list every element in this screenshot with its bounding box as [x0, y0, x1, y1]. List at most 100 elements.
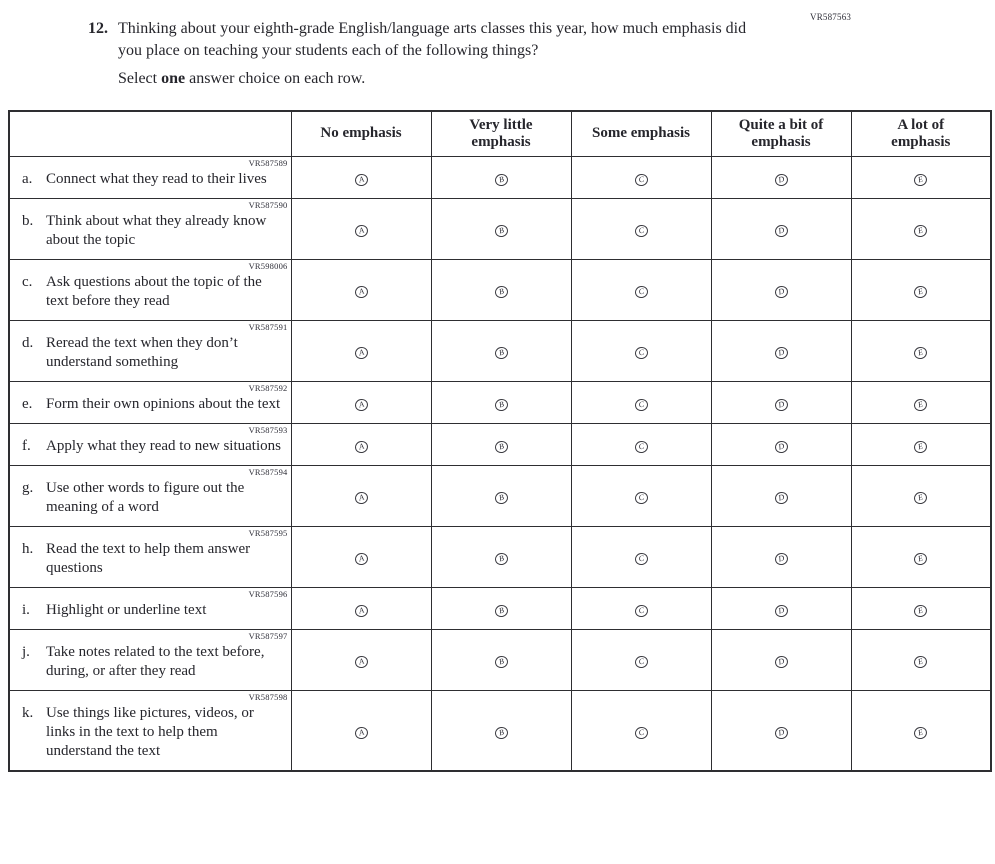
item-stem: h. Read the text to help them answer ques…: [20, 540, 289, 578]
table-row: VR587595 h. Read the text to help them ans…: [8, 526, 992, 588]
answer-bubble-C[interactable]: C: [633, 725, 649, 740]
option-cell: D: [710, 423, 852, 466]
item-text: Think about what they already know about…: [46, 213, 267, 248]
option-cell: D: [710, 320, 852, 382]
answer-bubble-B[interactable]: B: [493, 223, 509, 239]
item-text: Ask questions about the topic of the tex…: [46, 274, 262, 309]
answer-bubble-D[interactable]: D: [773, 603, 789, 618]
option-cell: D: [710, 690, 852, 772]
answer-bubble-B[interactable]: B: [493, 439, 509, 454]
variable-code: VR587594: [248, 467, 288, 477]
option-cell: B: [430, 198, 572, 260]
answer-bubble-D[interactable]: D: [773, 172, 789, 187]
answer-bubble-A[interactable]: A: [353, 397, 369, 412]
answer-bubble-B[interactable]: B: [493, 284, 509, 300]
answer-bubble-A[interactable]: A: [353, 551, 369, 567]
answer-bubble-E[interactable]: E: [912, 490, 929, 506]
table-row: VR587590 b. Think about what they already …: [8, 198, 992, 260]
item-stem: c. Ask questions about the topic of the t…: [20, 273, 289, 311]
item-stem: f. Apply what they read to new situations: [20, 437, 289, 456]
answer-bubble-A[interactable]: A: [353, 223, 369, 239]
item-letter: d.: [22, 335, 34, 351]
item-letter: h.: [22, 541, 34, 557]
answer-bubble-D[interactable]: D: [773, 223, 789, 239]
emphasis-matrix-table: No emphasis Very little emphasis Some emph…: [8, 110, 992, 772]
answer-bubble-C[interactable]: C: [633, 284, 649, 300]
answer-bubble-D[interactable]: D: [773, 439, 789, 454]
answer-bubble-C[interactable]: C: [633, 223, 649, 239]
answer-bubble-B[interactable]: B: [493, 345, 509, 361]
answer-bubble-B[interactable]: B: [493, 725, 509, 740]
option-cell: A: [290, 156, 432, 199]
item-stem: e. Form their own opinions about the text: [20, 395, 289, 414]
answer-bubble-D[interactable]: D: [773, 345, 789, 361]
answer-bubble-C[interactable]: C: [633, 439, 649, 454]
item-cell: VR587589 a. Connect what they read to thei…: [8, 156, 292, 199]
answer-bubble-A[interactable]: A: [353, 284, 369, 300]
answer-bubble-A[interactable]: A: [353, 172, 369, 187]
answer-bubble-D[interactable]: D: [773, 725, 789, 740]
item-cell: VR598006 c. Ask questions about the topic …: [8, 259, 292, 321]
answer-bubble-C[interactable]: C: [633, 654, 649, 670]
answer-bubble-B[interactable]: B: [493, 490, 509, 506]
option-cell: A: [290, 423, 432, 466]
option-cell: E: [850, 690, 992, 772]
answer-bubble-C[interactable]: C: [633, 603, 649, 618]
answer-bubble-E[interactable]: E: [912, 439, 929, 454]
option-cell: E: [850, 320, 992, 382]
answer-bubble-A[interactable]: A: [353, 603, 369, 618]
answer-bubble-E[interactable]: E: [912, 551, 929, 567]
option-cell: A: [290, 381, 432, 424]
column-header: Some emphasis: [570, 110, 712, 157]
item-text: Connect what they read to their lives: [46, 171, 267, 187]
answer-bubble-C[interactable]: C: [633, 345, 649, 361]
answer-bubble-D[interactable]: D: [773, 490, 789, 506]
answer-bubble-C[interactable]: C: [633, 490, 649, 506]
answer-bubble-E[interactable]: E: [912, 725, 929, 740]
answer-bubble-B[interactable]: B: [493, 551, 509, 567]
answer-bubble-C[interactable]: C: [633, 551, 649, 567]
answer-bubble-C[interactable]: C: [633, 397, 649, 412]
answer-bubble-A[interactable]: A: [353, 725, 369, 740]
item-cell: VR587592 e. Form their own opinions about …: [8, 381, 292, 424]
option-cell: D: [710, 526, 852, 588]
item-letter: g.: [22, 480, 34, 496]
answer-bubble-B[interactable]: B: [493, 603, 509, 618]
answer-bubble-D[interactable]: D: [773, 284, 789, 300]
answer-bubble-A[interactable]: A: [353, 490, 369, 506]
answer-bubble-A[interactable]: A: [353, 345, 369, 361]
item-stem: d. Reread the text when they don’t unders…: [20, 334, 289, 372]
option-cell: E: [850, 198, 992, 260]
answer-bubble-C[interactable]: C: [633, 172, 649, 187]
answer-bubble-D[interactable]: D: [773, 397, 789, 412]
answer-bubble-A[interactable]: A: [353, 654, 369, 670]
answer-bubble-D[interactable]: D: [773, 551, 789, 567]
answer-bubble-E[interactable]: E: [912, 284, 929, 300]
variable-code: VR598006: [248, 261, 288, 271]
answer-bubble-E[interactable]: E: [912, 345, 929, 361]
option-cell: B: [430, 526, 572, 588]
answer-bubble-D[interactable]: D: [773, 654, 789, 670]
table-row: VR587597 j. Take notes related to the text…: [8, 629, 992, 691]
answer-bubble-E[interactable]: E: [912, 172, 929, 187]
answer-bubble-E[interactable]: E: [912, 397, 929, 412]
answer-bubble-B[interactable]: B: [493, 654, 509, 670]
variable-code: VR587597: [248, 631, 288, 641]
answer-bubble-B[interactable]: B: [493, 172, 509, 187]
table-row: VR587591 d. Reread the text when they don’…: [8, 320, 992, 382]
answer-bubble-E[interactable]: E: [912, 223, 929, 239]
item-text: Highlight or underline text: [46, 602, 207, 618]
answer-bubble-E[interactable]: E: [912, 654, 929, 670]
item-stem: g. Use other words to figure out the mean…: [20, 479, 289, 517]
item-cell: VR587597 j. Take notes related to the text…: [8, 629, 292, 691]
table-row: VR587596 i. Highlight or underline text A B C…: [8, 587, 992, 630]
table-row: VR587592 e. Form their own opinions about …: [8, 381, 992, 424]
option-cell: C: [570, 526, 712, 588]
option-cell: A: [290, 465, 432, 527]
instruction-prefix: Select: [118, 70, 162, 87]
answer-bubble-B[interactable]: B: [493, 397, 509, 412]
variable-code: VR587593: [248, 425, 288, 435]
answer-bubble-A[interactable]: A: [353, 439, 369, 454]
option-cell: D: [710, 629, 852, 691]
answer-bubble-E[interactable]: E: [912, 603, 929, 618]
